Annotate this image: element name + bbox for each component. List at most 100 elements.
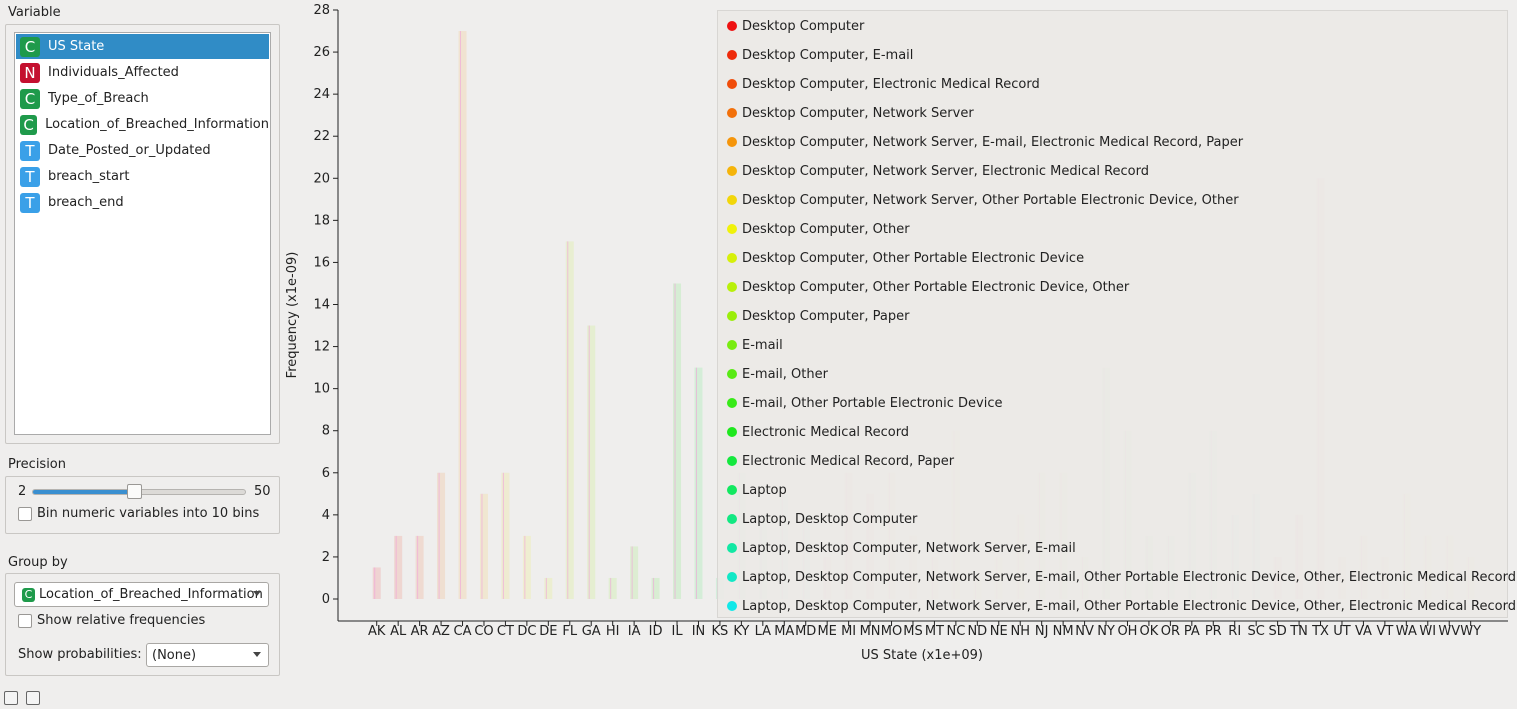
group-by-combo[interactable]: C Location_of_Breached_Information [14, 582, 269, 607]
chevron-down-icon [253, 652, 261, 657]
legend-item: Desktop Computer [727, 16, 864, 36]
variable-list-item[interactable]: C US State [16, 34, 269, 59]
relative-freq-label: Show relative frequencies [37, 613, 206, 628]
y-axis-label: Frequency (x1e-09) [285, 252, 300, 379]
variable-list-item[interactable]: C Location_of_Breached_Information [16, 112, 269, 137]
x-tick-label: WA [1396, 624, 1417, 639]
precision-box [5, 476, 280, 534]
x-tick-label: NH [1010, 624, 1030, 639]
x-tick-label: SD [1268, 624, 1286, 639]
legend-item: E-mail, Other [727, 364, 828, 384]
x-tick-label: NY [1097, 624, 1115, 639]
legend-dot-icon [727, 108, 737, 118]
legend-item: Desktop Computer, Network Server, Electr… [727, 161, 1149, 181]
legend-item: Laptop, Desktop Computer [727, 509, 917, 529]
legend-label: Desktop Computer, Network Server [742, 105, 974, 121]
variable-list[interactable]: C US State N Individuals_Affected C Type_of_B… [14, 32, 271, 435]
legend-dot-icon [727, 456, 737, 466]
legend-item: Desktop Computer, Electronic Medical Rec… [727, 74, 1040, 94]
histogram-bar [694, 367, 703, 599]
variable-name: US State [48, 39, 105, 54]
y-tick-label: 20 [313, 171, 330, 186]
y-tick-label: 22 [313, 129, 330, 144]
y-tick-label: 16 [313, 255, 330, 270]
bin-numeric-label: Bin numeric variables into 10 bins [37, 506, 260, 521]
legend-dot-icon [727, 427, 737, 437]
histogram-bar [651, 577, 660, 599]
x-tick-label: IA [628, 624, 641, 639]
x-tick-label: MN [860, 624, 881, 639]
legend-dot-icon [727, 311, 737, 321]
probabilities-combo[interactable]: (None) [146, 643, 269, 667]
histogram-bar [587, 325, 596, 599]
variable-name: Location_of_Breached_Information [45, 117, 269, 132]
legend-label: Desktop Computer [742, 18, 865, 34]
y-tick-label: 2 [322, 550, 330, 565]
legend-dot-icon [727, 398, 737, 408]
x-tick-label: AK [368, 624, 386, 639]
legend-item: Desktop Computer, Other Portable Electro… [727, 248, 1084, 268]
x-tick-label: HI [606, 624, 620, 639]
x-tick-label: DE [539, 624, 557, 639]
histogram-bar [479, 493, 488, 599]
x-tick-label: TN [1289, 624, 1308, 639]
legend-item: Desktop Computer, Other Portable Electro… [727, 277, 1129, 297]
legend-dot-icon [727, 601, 737, 611]
x-tick-label: VT [1376, 624, 1393, 639]
x-tick-label: IL [671, 624, 683, 639]
legend-dot-icon [727, 369, 737, 379]
legend-label: Electronic Medical Record, Paper [742, 453, 955, 469]
legend-label: Laptop, Desktop Computer [742, 511, 918, 527]
save-image-icon[interactable] [26, 691, 40, 705]
relative-freq-checkbox[interactable] [18, 614, 32, 628]
y-tick-label: 8 [322, 424, 330, 439]
x-tick-label: NJ [1035, 624, 1049, 639]
histogram-bar [608, 577, 617, 599]
x-tick-label: WI [1419, 624, 1436, 639]
x-tick-label: MO [881, 624, 902, 639]
group-by-title: Group by [8, 555, 68, 570]
x-tick-label: PA [1184, 624, 1200, 639]
legend-label: Desktop Computer, Network Server, Other … [742, 192, 1239, 208]
legend-item: Desktop Computer, Network Server [727, 103, 974, 123]
y-tick-label: 12 [313, 340, 330, 355]
legend-item: Laptop, Desktop Computer, Network Server… [727, 567, 1516, 587]
variable-list-item[interactable]: C Type_of_Breach [16, 86, 269, 111]
x-tick-label: CO [474, 624, 493, 639]
legend-dot-icon [727, 340, 737, 350]
report-icon[interactable] [4, 691, 18, 705]
y-tick-label: 26 [313, 45, 330, 60]
variable-list-item[interactable]: T Date_Posted_or_Updated [16, 138, 269, 163]
legend-dot-icon [727, 282, 737, 292]
legend-item: Laptop [727, 480, 787, 500]
x-tick-label: ID [649, 624, 663, 639]
precision-max-label: 50 [254, 484, 271, 499]
variable-name: Type_of_Breach [48, 91, 149, 106]
legend-item: Desktop Computer, Network Server, E-mail… [727, 132, 1243, 152]
variable-type-badge: C [20, 114, 38, 135]
legend-item: Desktop Computer, E-mail [727, 45, 913, 65]
legend-item: Electronic Medical Record [727, 422, 909, 442]
histogram-bar [565, 241, 574, 599]
histogram-bar [372, 567, 381, 599]
legend-label: Laptop, Desktop Computer, Network Server… [742, 598, 1517, 614]
histogram-bar [673, 283, 682, 599]
histogram-bar [458, 31, 467, 600]
x-tick-label: OH [1117, 624, 1137, 639]
variable-list-item[interactable]: N Individuals_Affected [16, 60, 269, 85]
legend-label: E-mail [742, 337, 783, 353]
legend-dot-icon [727, 253, 737, 263]
x-tick-label: RI [1228, 624, 1241, 639]
bin-numeric-checkbox[interactable] [18, 507, 32, 521]
legend-dot-icon [727, 514, 737, 524]
x-tick-label: KS [712, 624, 729, 639]
y-tick-label: 18 [313, 213, 330, 228]
x-tick-label: MI [841, 624, 856, 639]
legend-label: Desktop Computer, Other Portable Electro… [742, 279, 1130, 295]
histogram-bar [630, 546, 639, 599]
x-tick-label: MD [795, 624, 816, 639]
precision-slider-handle[interactable] [126, 484, 142, 499]
legend-label: Desktop Computer, Network Server, E-mail… [742, 134, 1244, 150]
